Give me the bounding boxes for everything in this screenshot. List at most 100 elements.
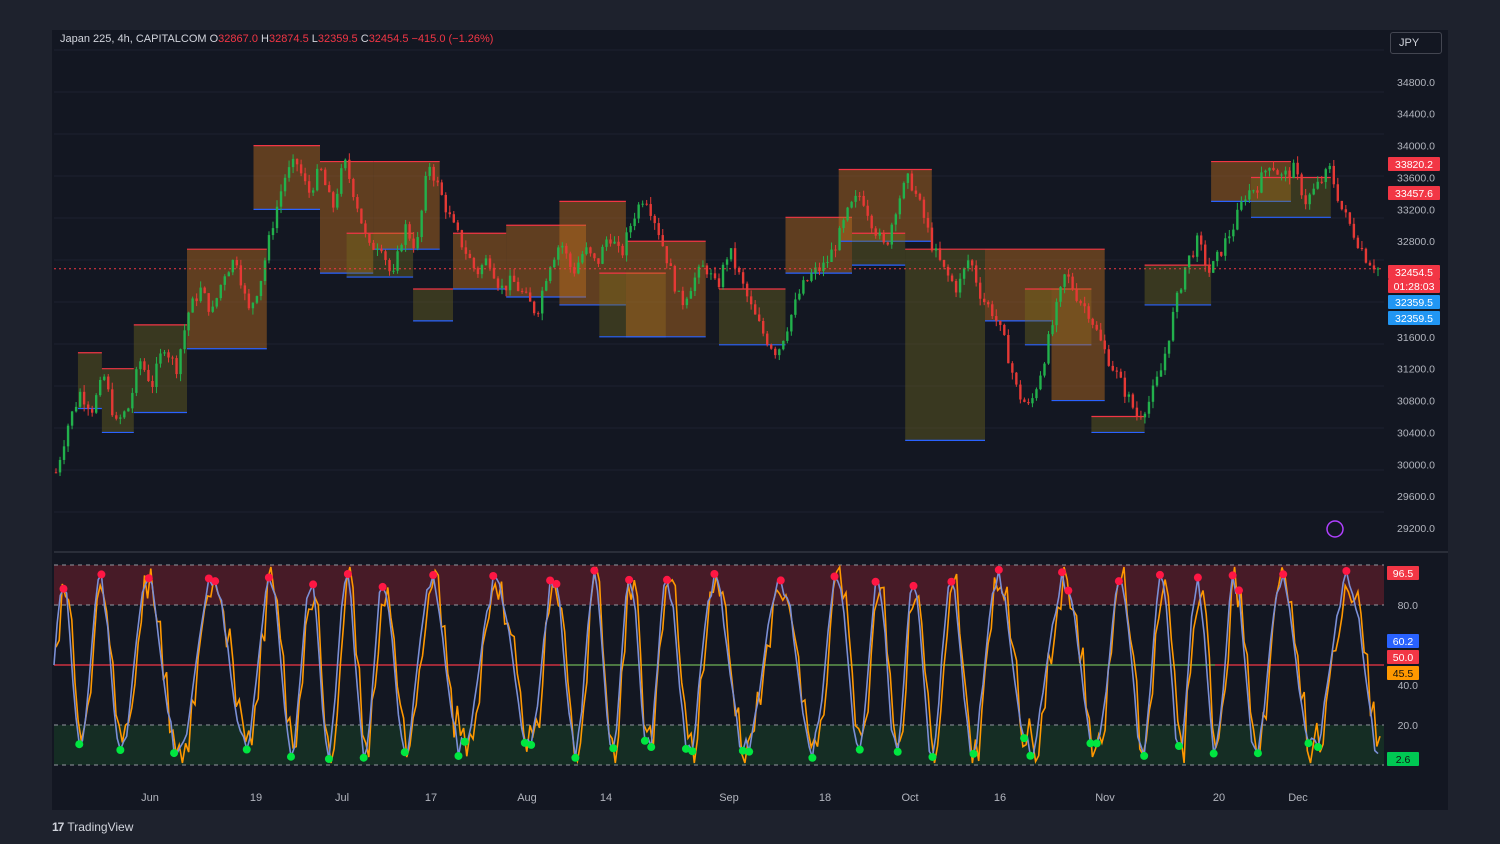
time-tick-label: Oct: [901, 792, 918, 804]
lightning-icon: [1326, 520, 1344, 538]
osc-oversold-dot: [745, 747, 754, 756]
symbol-name: Japan 225, 4h, CAPITALCOM: [60, 33, 207, 45]
osc-oversold-dot: [855, 745, 864, 754]
candle-body: [332, 192, 335, 208]
candle-body: [593, 253, 596, 259]
candle-body: [597, 258, 600, 264]
candle-body: [786, 331, 789, 341]
candle-body: [107, 376, 110, 390]
candle-body: [673, 266, 677, 292]
candle-body: [340, 168, 343, 194]
price-tick-label: 31600.0: [1397, 332, 1435, 344]
candle-body: [1071, 276, 1074, 290]
candle-body: [753, 304, 757, 315]
candle-body: [476, 268, 480, 275]
price-tick-label: 32800.0: [1397, 236, 1435, 248]
osc-overbought-dot: [663, 575, 672, 584]
high-value: 32874.5: [268, 33, 309, 45]
osc-overbought-dot: [590, 566, 599, 575]
candle-body: [1171, 311, 1175, 341]
osc-value-box: [1387, 650, 1419, 664]
osc-overbought-dot: [1114, 577, 1123, 586]
candle-body: [396, 251, 399, 271]
candle-body: [183, 330, 186, 350]
osc-oversold-dot: [1020, 734, 1029, 743]
osc-value-box: [1387, 566, 1419, 580]
candle-body: [894, 214, 898, 225]
candle-body: [1372, 265, 1376, 270]
candle-body: [171, 357, 174, 359]
candle-body: [1095, 324, 1098, 330]
candle-body: [524, 291, 528, 293]
osc-oversold-dot: [1253, 749, 1262, 758]
open-label: O: [209, 33, 219, 45]
candle-body: [745, 283, 749, 297]
candle-body: [1087, 306, 1090, 319]
osc-tick-label: 40.0: [1398, 680, 1419, 692]
candle-body: [1075, 289, 1078, 301]
candle-body: [360, 208, 363, 224]
candle-body: [404, 224, 407, 245]
candle-body: [1284, 170, 1287, 175]
candle-body: [970, 260, 974, 266]
candle-body: [954, 281, 958, 293]
osc-oversold-dot: [1092, 739, 1101, 748]
osc-oversold-dot: [75, 740, 84, 749]
zone-demand: [77, 352, 102, 409]
candle-body: [589, 247, 592, 254]
candle-body: [657, 223, 660, 236]
candle-body: [1216, 251, 1219, 262]
candle-body: [115, 415, 118, 419]
candle-body: [1019, 384, 1022, 400]
time-tick-label: 20: [1213, 792, 1225, 804]
osc-overbought-dot: [1058, 568, 1067, 577]
candle-body: [685, 298, 689, 306]
candle-body: [645, 203, 648, 205]
osc-oversold-dot: [969, 749, 978, 758]
currency-button[interactable]: JPY: [1390, 32, 1442, 54]
time-tick-label: Dec: [1288, 792, 1308, 804]
candle-body: [311, 190, 315, 193]
candle-body: [54, 472, 58, 474]
candle-body: [802, 280, 805, 294]
price-label-box: [1388, 279, 1440, 293]
price-tick-label: 29600.0: [1397, 491, 1435, 503]
osc-oversold-dot: [808, 753, 817, 762]
candle-body: [1220, 251, 1223, 256]
osc-overbought-dot: [211, 577, 220, 586]
candle-body: [131, 392, 134, 409]
tradingview-logo[interactable]: 17 TradingView: [52, 820, 133, 834]
candle-body: [508, 275, 512, 291]
candle-body: [794, 299, 797, 315]
candle-body: [814, 267, 817, 274]
candle-body: [601, 246, 604, 264]
candle-body: [1111, 365, 1114, 371]
candle-body: [1139, 416, 1143, 418]
candle-body: [223, 276, 226, 285]
price-tick-label: 34000.0: [1397, 141, 1435, 153]
candle-body: [352, 178, 355, 198]
osc-overbought-dot: [546, 576, 555, 585]
candle-body: [629, 226, 632, 233]
candle-body: [1360, 247, 1364, 249]
candle-body: [460, 230, 464, 248]
candle-body: [1228, 236, 1231, 239]
candle-body: [356, 197, 359, 209]
candle-body: [938, 248, 942, 260]
candle-body: [472, 258, 476, 269]
candle-body: [854, 195, 857, 202]
candle-body: [267, 235, 271, 261]
osc-overbought-dot: [309, 580, 318, 589]
candle-body: [1336, 184, 1340, 201]
candle-body: [581, 254, 584, 263]
price-label: 32359.5: [1395, 313, 1433, 325]
candle-body: [376, 248, 379, 250]
candle-body: [557, 247, 560, 260]
candle-body: [1143, 413, 1147, 418]
osc-oversold-dot: [609, 744, 618, 753]
candle-body: [231, 259, 235, 273]
candle-body: [850, 201, 853, 208]
candle-body: [488, 258, 492, 268]
low-label: L: [311, 33, 318, 45]
